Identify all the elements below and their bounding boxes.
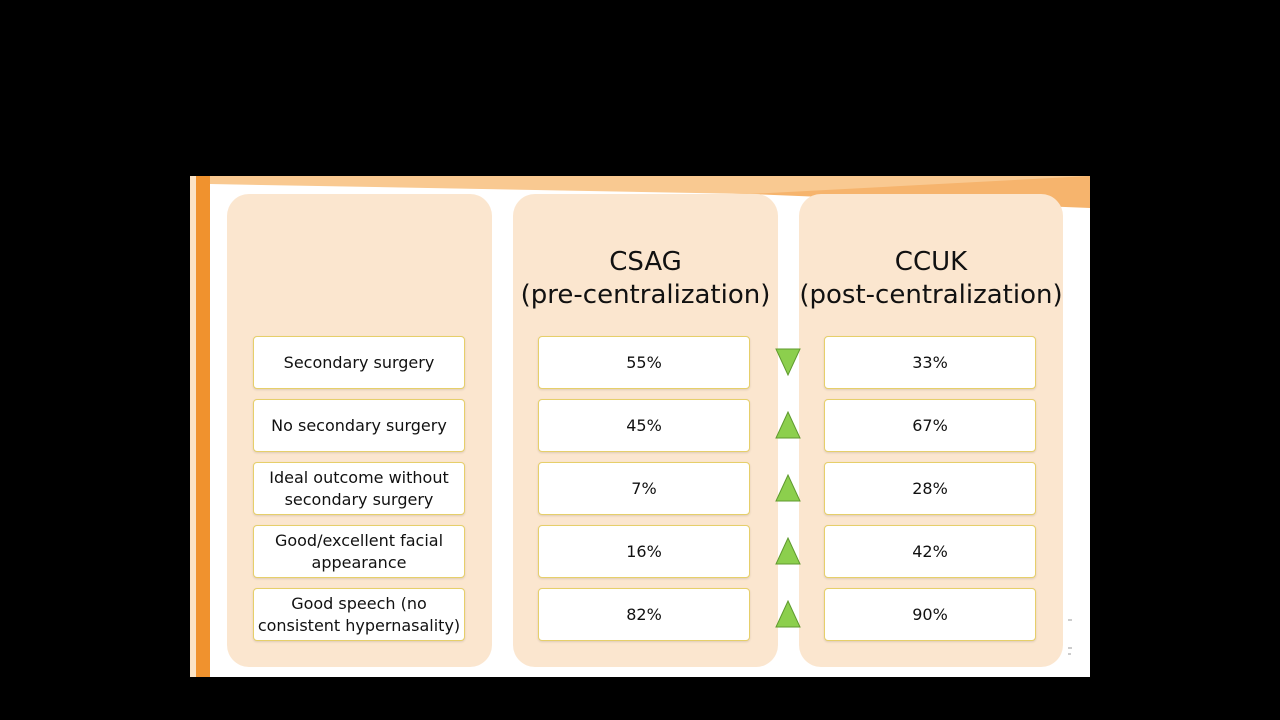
ccuk-value-cell: 33% (824, 336, 1036, 389)
left-accent-bar (190, 176, 210, 677)
row-label-cell: Good/excellent facial appearance (253, 525, 465, 578)
slide: CSAG (pre-centralization) CCUK (post-cen… (190, 176, 1090, 677)
csag-header-title: CSAG (609, 247, 682, 277)
row-label-cell: No secondary surgery (253, 399, 465, 452)
left-accent-highlight (190, 176, 196, 677)
arrow-up-icon (775, 600, 801, 628)
csag-header-subtitle: (pre-centralization) (520, 280, 771, 310)
arrow-up-icon (775, 411, 801, 439)
arrow-up-icon (775, 537, 801, 565)
csag-header: CSAG (pre-centralization) (513, 246, 778, 312)
watermark-marks (1068, 619, 1072, 655)
ccuk-header-title: CCUK (894, 247, 968, 277)
ccuk-value-cell: 90% (824, 588, 1036, 641)
csag-value-cell: 7% (538, 462, 750, 515)
ccuk-value-cell: 28% (824, 462, 1036, 515)
csag-value-cell: 55% (538, 336, 750, 389)
ccuk-header-subtitle: (post-centralization) (799, 280, 1063, 310)
csag-value-cell: 16% (538, 525, 750, 578)
top-band (210, 176, 1090, 208)
arrow-up-icon (775, 474, 801, 502)
ccuk-value-cell: 42% (824, 525, 1036, 578)
ccuk-header: CCUK (post-centralization) (799, 246, 1063, 312)
csag-value-cell: 82% (538, 588, 750, 641)
row-label-cell: Good speech (no consistent hypernasality… (253, 588, 465, 641)
ccuk-value-cell: 67% (824, 399, 1036, 452)
arrow-down-icon (775, 348, 801, 376)
csag-value-cell: 45% (538, 399, 750, 452)
row-label-cell: Ideal outcome without secondary surgery (253, 462, 465, 515)
row-label-cell: Secondary surgery (253, 336, 465, 389)
